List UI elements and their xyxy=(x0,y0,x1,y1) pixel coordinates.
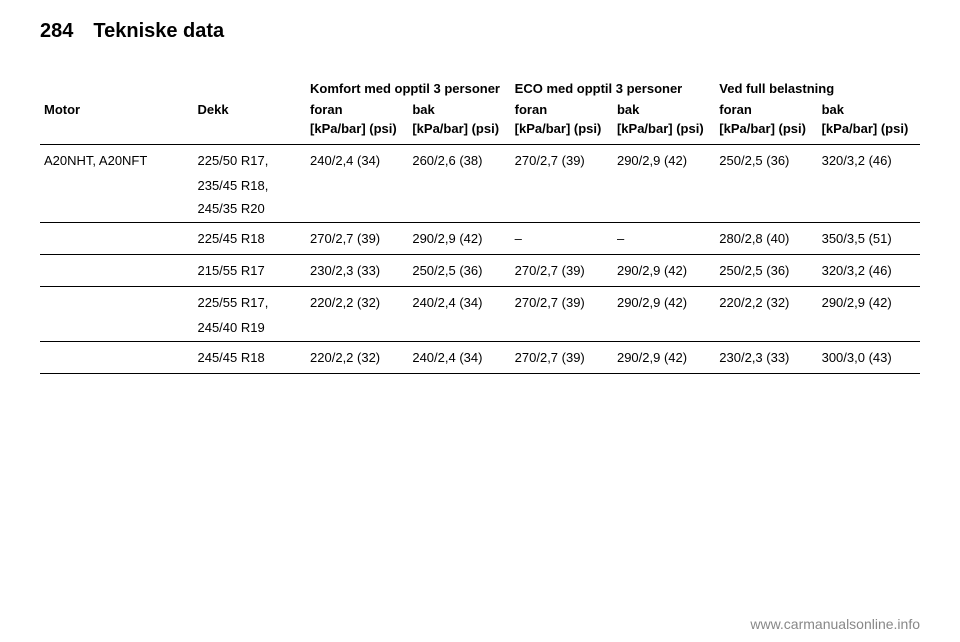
col-front-2: foran xyxy=(511,98,613,119)
col-group-eco: ECO med opptil 3 personer xyxy=(511,73,716,98)
cell-value: 220/2,2 (32) xyxy=(715,287,817,319)
cell-motor xyxy=(40,342,193,374)
col-group-comfort: Komfort med opptil 3 personer xyxy=(306,73,511,98)
page-header: 284 Tekniske data xyxy=(40,20,920,43)
cell-value: 240/2,4 (34) xyxy=(306,145,408,177)
cell-value: 290/2,9 (42) xyxy=(408,223,510,255)
cell-value xyxy=(613,199,715,223)
cell-value xyxy=(511,318,613,342)
col-back-3: bak xyxy=(818,98,920,119)
cell-value: 250/2,5 (36) xyxy=(715,145,817,177)
cell-value: 320/3,2 (46) xyxy=(818,255,920,287)
cell-value: 250/2,5 (36) xyxy=(408,255,510,287)
cell-value: 230/2,3 (33) xyxy=(306,255,408,287)
cell-value: 290/2,9 (42) xyxy=(613,145,715,177)
table-row: 245/40 R19 xyxy=(40,318,920,342)
cell-value: 250/2,5 (36) xyxy=(715,255,817,287)
cell-value xyxy=(511,199,613,223)
col-dekk: Dekk xyxy=(193,98,306,119)
cell-value xyxy=(306,199,408,223)
cell-value: 290/2,9 (42) xyxy=(613,342,715,374)
cell-value xyxy=(818,176,920,199)
table-unit-header: [kPa/bar] (psi) [kPa/bar] (psi) [kPa/bar… xyxy=(40,119,920,145)
cell-motor xyxy=(40,176,193,199)
cell-value xyxy=(511,176,613,199)
table-row: 245/45 R18220/2,2 (32)240/2,4 (34)270/2,… xyxy=(40,342,920,374)
col-motor: Motor xyxy=(40,98,193,119)
pressure-table: Komfort med opptil 3 personer ECO med op… xyxy=(40,73,920,374)
cell-value: 270/2,7 (39) xyxy=(511,287,613,319)
table-row: 215/55 R17230/2,3 (33)250/2,5 (36)270/2,… xyxy=(40,255,920,287)
col-unit: [kPa/bar] (psi) xyxy=(511,119,613,145)
col-back-2: bak xyxy=(613,98,715,119)
page-title: Tekniske data xyxy=(93,20,224,43)
cell-motor xyxy=(40,287,193,319)
cell-value xyxy=(306,176,408,199)
table-row: 225/55 R17,220/2,2 (32)240/2,4 (34)270/2… xyxy=(40,287,920,319)
cell-value: 350/3,5 (51) xyxy=(818,223,920,255)
cell-value xyxy=(408,176,510,199)
col-group-full: Ved full belastning xyxy=(715,73,920,98)
cell-value: 270/2,7 (39) xyxy=(306,223,408,255)
col-unit: [kPa/bar] (psi) xyxy=(306,119,408,145)
cell-value: 290/2,9 (42) xyxy=(818,287,920,319)
cell-value xyxy=(408,318,510,342)
cell-value: 270/2,7 (39) xyxy=(511,145,613,177)
col-unit: [kPa/bar] (psi) xyxy=(613,119,715,145)
cell-value: 220/2,2 (32) xyxy=(306,342,408,374)
cell-value: 270/2,7 (39) xyxy=(511,255,613,287)
cell-value: 240/2,4 (34) xyxy=(408,287,510,319)
table-group-header: Komfort med opptil 3 personer ECO med op… xyxy=(40,73,920,98)
cell-value xyxy=(613,318,715,342)
col-unit: [kPa/bar] (psi) xyxy=(408,119,510,145)
cell-value: 260/2,6 (38) xyxy=(408,145,510,177)
cell-value: 300/3,0 (43) xyxy=(818,342,920,374)
cell-value xyxy=(818,318,920,342)
cell-value: 270/2,7 (39) xyxy=(511,342,613,374)
table-row: 225/45 R18270/2,7 (39)290/2,9 (42)––280/… xyxy=(40,223,920,255)
table-row: A20NHT, A20NFT225/50 R17,240/2,4 (34)260… xyxy=(40,145,920,177)
cell-value: 280/2,8 (40) xyxy=(715,223,817,255)
col-unit: [kPa/bar] (psi) xyxy=(715,119,817,145)
cell-value: 290/2,9 (42) xyxy=(613,255,715,287)
cell-value xyxy=(715,199,817,223)
cell-tire: 215/55 R17 xyxy=(193,255,306,287)
cell-value: – xyxy=(511,223,613,255)
cell-motor xyxy=(40,199,193,223)
cell-tire: 235/45 R18, xyxy=(193,176,306,199)
cell-motor xyxy=(40,255,193,287)
cell-value: 320/3,2 (46) xyxy=(818,145,920,177)
col-unit: [kPa/bar] (psi) xyxy=(818,119,920,145)
cell-tire: 225/45 R18 xyxy=(193,223,306,255)
table-row: 245/35 R20 xyxy=(40,199,920,223)
cell-value: 290/2,9 (42) xyxy=(613,287,715,319)
cell-tire: 225/50 R17, xyxy=(193,145,306,177)
col-front-3: foran xyxy=(715,98,817,119)
cell-value: – xyxy=(613,223,715,255)
cell-motor: A20NHT, A20NFT xyxy=(40,145,193,177)
cell-tire: 245/40 R19 xyxy=(193,318,306,342)
page-number: 284 xyxy=(40,20,73,43)
cell-value: 240/2,4 (34) xyxy=(408,342,510,374)
cell-value xyxy=(715,176,817,199)
watermark: www.carmanualsonline.info xyxy=(750,616,920,632)
table-row: 235/45 R18, xyxy=(40,176,920,199)
cell-tire: 245/45 R18 xyxy=(193,342,306,374)
cell-value xyxy=(715,318,817,342)
cell-tire: 245/35 R20 xyxy=(193,199,306,223)
cell-value xyxy=(306,318,408,342)
cell-motor xyxy=(40,223,193,255)
col-front-1: foran xyxy=(306,98,408,119)
cell-value: 230/2,3 (33) xyxy=(715,342,817,374)
cell-motor xyxy=(40,318,193,342)
cell-value: 220/2,2 (32) xyxy=(306,287,408,319)
cell-value xyxy=(818,199,920,223)
cell-value xyxy=(613,176,715,199)
cell-tire: 225/55 R17, xyxy=(193,287,306,319)
table-col-header: Motor Dekk foran bak foran bak foran bak xyxy=(40,98,920,119)
col-back-1: bak xyxy=(408,98,510,119)
cell-value xyxy=(408,199,510,223)
